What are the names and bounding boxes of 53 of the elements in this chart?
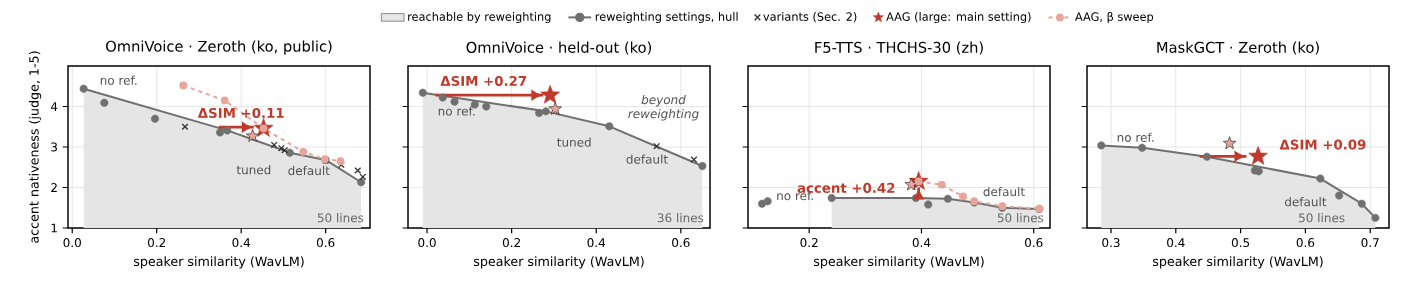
legend-label: variants (Sec. 2) — [763, 12, 857, 23]
x-tick-label: 0.2 — [502, 238, 520, 248]
annotation: default — [288, 165, 330, 176]
chart-title: OmniVoice · held-out (ko) — [466, 41, 652, 55]
annotation: ΔSIM +0.09 — [1279, 139, 1366, 150]
x-tick-label: 0.7 — [1361, 238, 1379, 248]
y-tick-label: 3 — [51, 142, 57, 152]
annotation: tuned — [236, 165, 271, 175]
x-axis-title: speaker similarity (WavLM) — [1152, 256, 1323, 269]
annotation: no ref. — [438, 106, 475, 116]
x-tick-label: 0.4 — [1167, 238, 1185, 248]
annotation: 36 lines — [657, 213, 704, 223]
chart-title: F5-TTS · THCHS-30 (zh) — [815, 41, 983, 55]
annotation: no ref. — [777, 190, 813, 201]
x-tick-label: 0.4 — [232, 238, 251, 248]
x-tick-label: 0.4 — [912, 238, 931, 248]
x-tick-label: 0.6 — [316, 238, 335, 248]
annotation: default — [983, 186, 1025, 197]
x-tick-label: 0.6 — [1024, 238, 1043, 248]
annotation: default — [626, 154, 668, 164]
annotation: beyond reweighting — [628, 94, 699, 121]
x-tick-label: 0.0 — [418, 238, 436, 248]
x-tick-label: 0.6 — [1296, 238, 1315, 248]
chart-title: MaskGCT · Zeroth (ko) — [1157, 41, 1319, 55]
annotation: no ref. — [1117, 132, 1154, 142]
annotation: 50 lines — [997, 213, 1044, 223]
x-axis-title: speaker similarity (WavLM) — [473, 256, 644, 269]
x-tick-label: 0.3 — [1102, 238, 1120, 248]
annotation: 50 lines — [1299, 213, 1345, 223]
x-axis-title: speaker similarity (WavLM) — [813, 256, 984, 269]
annotation: no ref. — [100, 75, 137, 85]
legend-label: reachable by reweighting — [408, 12, 551, 24]
x-tick-label: 0.6 — [672, 238, 690, 248]
y-tick-label: 4 — [50, 102, 58, 111]
y-tick-label: 2 — [51, 183, 57, 192]
legend-label: reweighting settings, hull — [595, 12, 738, 24]
legend-label: AAG, β sweep — [1075, 12, 1154, 24]
annotation: accent +0.42 — [797, 182, 895, 193]
x-tick-label: 0.5 — [1231, 238, 1250, 248]
chart-title: OmniVoice · Zeroth (ko, public) — [106, 40, 332, 55]
legend-label: AAG (large: main setting) — [886, 12, 1031, 24]
y-tick-label: 1 — [51, 223, 57, 233]
x-tick-label: 0.2 — [147, 238, 166, 248]
x-tick-label: 0.2 — [800, 238, 818, 248]
x-tick-label: 0.0 — [63, 238, 81, 248]
x-axis-title: speaker similarity (WavLM) — [133, 256, 304, 269]
annotation: default — [1284, 197, 1327, 207]
annotation: 50 lines — [317, 213, 364, 223]
annotation: ΔSIM +0.11 — [197, 107, 284, 119]
x-tick-label: 0.4 — [587, 238, 606, 248]
annotation: ΔSIM +0.27 — [440, 75, 527, 87]
annotation: tuned — [557, 137, 591, 147]
y-axis-title: accent nativeness (judge, 1-5) — [28, 51, 42, 243]
